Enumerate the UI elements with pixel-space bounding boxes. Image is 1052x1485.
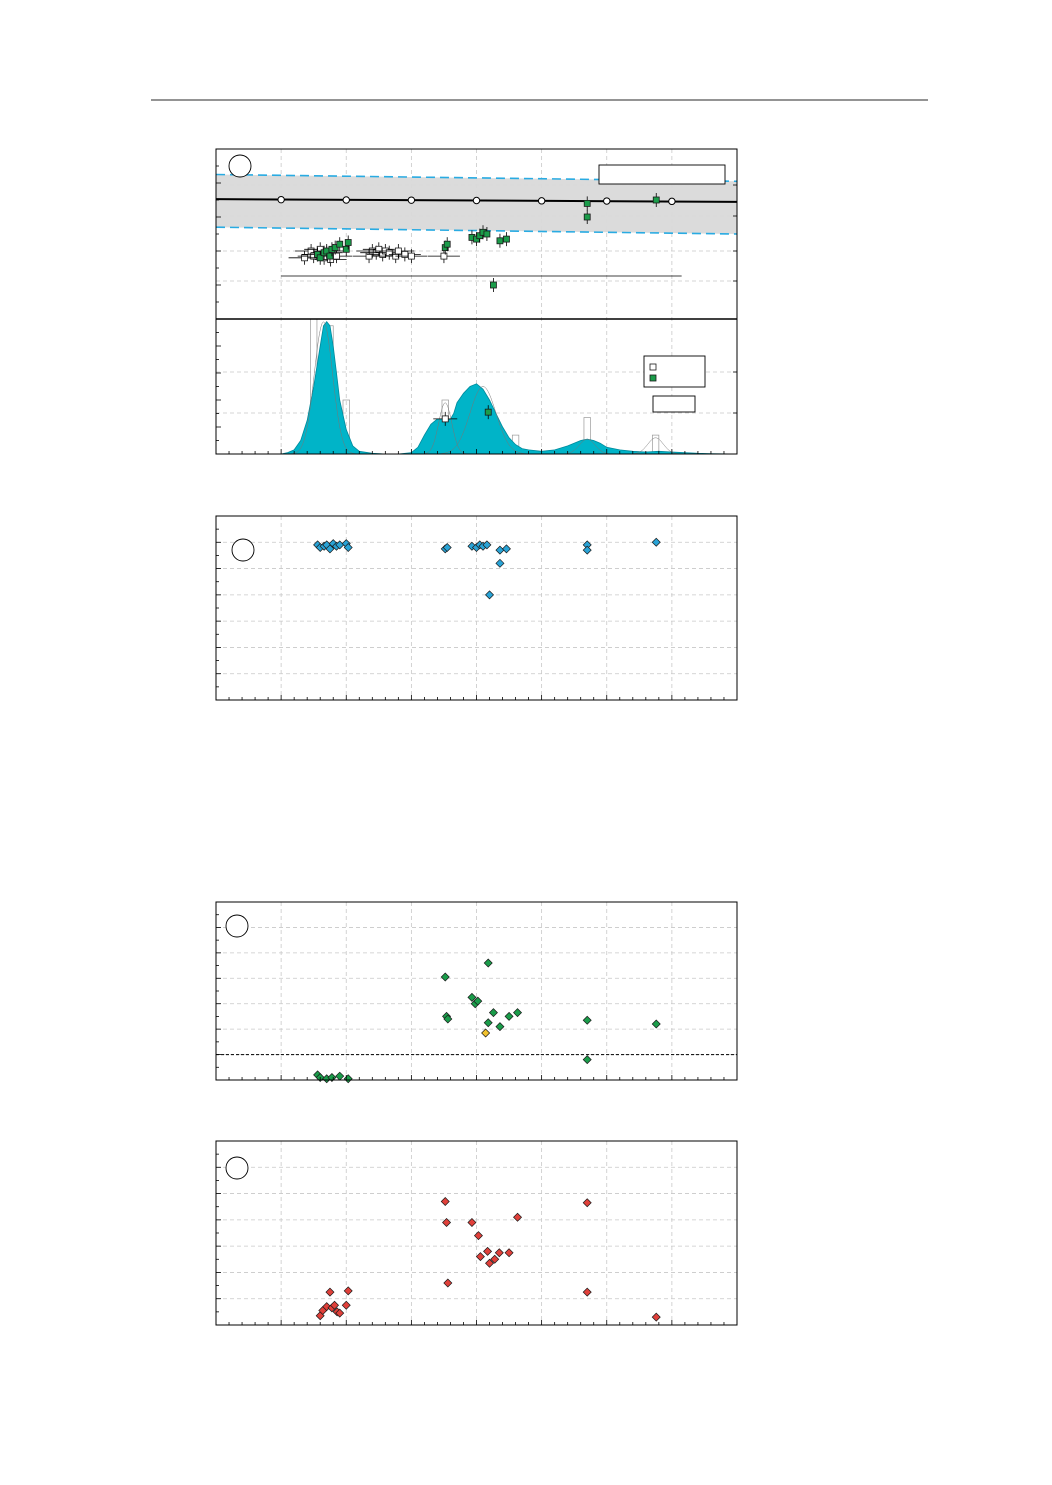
panel-a-green-square (496, 237, 504, 245)
panelB-point (442, 543, 452, 553)
panelB-point (582, 545, 592, 555)
panel-a-green-square (331, 244, 339, 252)
panel-a-green-square (484, 408, 492, 416)
panel-a-green-square (336, 240, 344, 248)
panelC-plot-frame (215, 901, 738, 1081)
panelB-point (501, 544, 511, 554)
panelD-point (485, 1258, 495, 1268)
panel-a-component-curve (286, 321, 360, 455)
panel-a-open-square (407, 252, 415, 260)
panelC-point (488, 1008, 498, 1018)
panel-a-green-square (583, 199, 591, 207)
panelD-point (582, 1287, 592, 1297)
panel-a-open-square (394, 247, 402, 255)
panel-a-reference-point (277, 195, 285, 204)
panel-a-open-square (385, 249, 393, 257)
panel-a-open-square (441, 415, 449, 423)
panelB-label-circle (231, 538, 255, 562)
panelD-point (440, 1196, 450, 1206)
panel-a-reference-point (668, 197, 676, 206)
panelD-point (513, 1212, 523, 1222)
panelD-point (483, 1246, 493, 1256)
panel-a-green-square (483, 230, 491, 238)
panelD-point (582, 1198, 592, 1208)
panelC-point (327, 1072, 337, 1082)
panelC-point (483, 1018, 493, 1028)
panelD-point (343, 1286, 353, 1296)
panel-a-green-square (342, 245, 350, 253)
panelC-point (513, 1008, 523, 1018)
panel-b (215, 515, 738, 701)
panel-a-legend-open-square (649, 363, 657, 371)
panelD-point (504, 1248, 514, 1258)
panelD-point (341, 1300, 351, 1310)
panelC-point (582, 1015, 592, 1025)
panelD-label-circle (225, 1156, 249, 1180)
panel-d (215, 1140, 738, 1326)
panel-a-reference-point (537, 197, 546, 205)
panel-a-green-square (503, 235, 510, 243)
panel-a-reference-point (472, 196, 481, 205)
panel-c (215, 901, 738, 1084)
panel-a-plot-frame (215, 148, 738, 455)
panelD-plot-frame (215, 1140, 738, 1326)
panelD-point (335, 1308, 345, 1318)
panel-a-legend-box (643, 355, 706, 388)
panelD-point (442, 1217, 452, 1227)
panelD-point (473, 1231, 483, 1241)
panelC-point (467, 992, 477, 1002)
panelD-point (443, 1278, 453, 1288)
panel-a-green-square (443, 240, 451, 248)
panelC-label-circle (225, 914, 249, 938)
panelD-point (490, 1254, 500, 1264)
panelC-point (473, 996, 483, 1006)
panel-a-green-square (652, 196, 660, 204)
panelB-point (651, 537, 661, 547)
panelD-point (330, 1300, 340, 1310)
panel-a-open-square (333, 252, 340, 260)
panel-a-component-curve (419, 402, 472, 455)
panelD-point (651, 1312, 661, 1322)
panel-a-legend-green-square (649, 374, 657, 382)
panel-a-open-square (401, 250, 409, 258)
panel-a-density-area (216, 321, 738, 455)
panel-a-component-curve (430, 386, 536, 455)
panelC-point (504, 1011, 514, 1021)
panel-a-green-square (490, 281, 497, 289)
panelD-point (325, 1287, 335, 1297)
panelC-point (495, 1022, 505, 1032)
panel-a-green-square (583, 213, 591, 221)
panelC-point (440, 972, 450, 982)
panelB-point (482, 540, 492, 550)
panelB-point (495, 558, 505, 568)
panel-a-note-box (652, 395, 696, 413)
panelD-point (494, 1248, 504, 1258)
panelC-point (443, 1014, 453, 1024)
panelC-point (582, 1055, 592, 1065)
panel-a-green-square (326, 252, 334, 260)
panel-a-reference-point (603, 197, 611, 205)
panel-a (215, 148, 738, 455)
panelB-point (485, 590, 495, 600)
panel-a-title-box (598, 164, 726, 185)
panel-a-reference-point (407, 196, 416, 204)
panelC-background (216, 902, 737, 1080)
panel-a-green-square (344, 239, 352, 246)
panel-a-open-square (301, 254, 308, 262)
panelC-point (481, 1028, 491, 1038)
panel-a-band-lower-line (215, 226, 738, 235)
panel-a-green-square (316, 254, 324, 262)
panelB-plot-frame (215, 515, 738, 701)
panel-a-open-square (440, 252, 448, 260)
panelB-point (325, 544, 335, 554)
panelC-point (483, 958, 493, 968)
panelC-point (651, 1019, 661, 1029)
panelD-point (475, 1252, 485, 1262)
panelD-point (467, 1217, 477, 1227)
panel-a-label-circle (228, 154, 252, 178)
panel-a-reference-point (342, 196, 350, 204)
panel-a-band (216, 174, 737, 234)
panelB-point (343, 543, 353, 553)
